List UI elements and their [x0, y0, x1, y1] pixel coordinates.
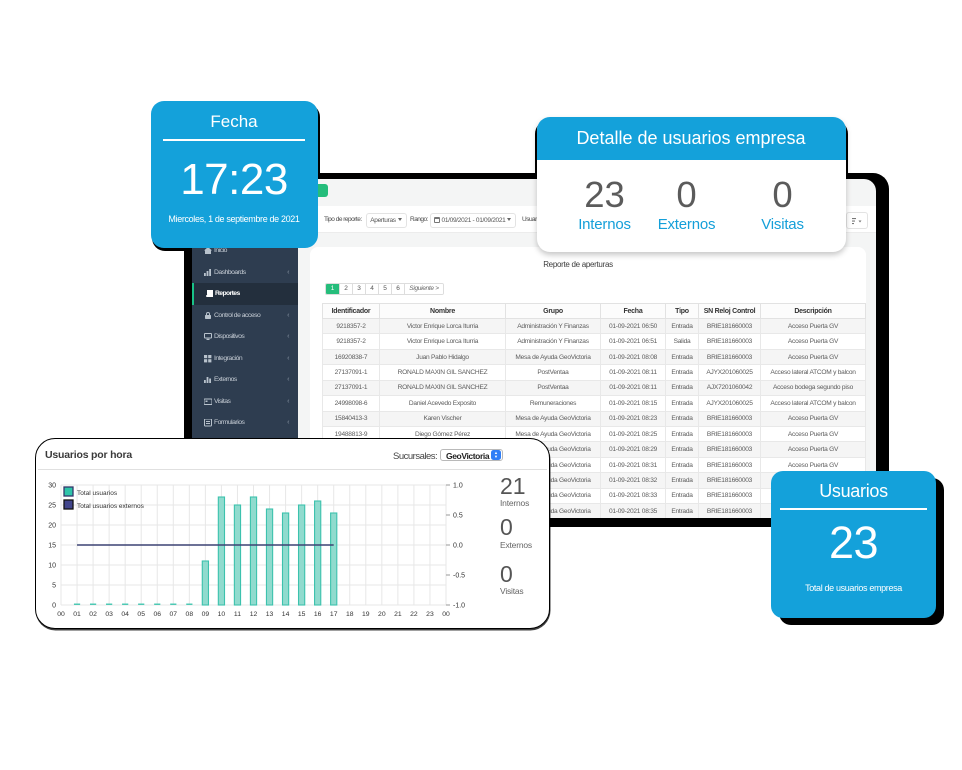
- svg-text:14: 14: [282, 611, 290, 618]
- svg-text:04: 04: [121, 611, 129, 618]
- svg-text:00: 00: [57, 611, 65, 618]
- svg-text:0.0: 0.0: [453, 542, 463, 549]
- svg-text:08: 08: [186, 611, 194, 618]
- svg-text:22: 22: [410, 611, 418, 618]
- svg-text:18: 18: [346, 611, 354, 618]
- svg-text:5: 5: [52, 582, 56, 589]
- svg-text:19: 19: [362, 611, 370, 618]
- svg-text:20: 20: [48, 522, 56, 529]
- svg-text:05: 05: [137, 611, 145, 618]
- svg-text:12: 12: [250, 611, 258, 618]
- svg-text:Total usuarios externos: Total usuarios externos: [77, 503, 145, 510]
- svg-text:23: 23: [426, 611, 434, 618]
- svg-text:0.5: 0.5: [453, 512, 463, 519]
- svg-text:-0.5: -0.5: [453, 572, 465, 579]
- svg-text:-1.0: -1.0: [453, 602, 465, 609]
- svg-text:10: 10: [48, 562, 56, 569]
- svg-text:21: 21: [394, 611, 402, 618]
- svg-text:13: 13: [266, 611, 274, 618]
- svg-text:30: 30: [48, 482, 56, 489]
- svg-text:09: 09: [202, 611, 210, 618]
- svg-text:00: 00: [442, 611, 450, 618]
- svg-text:20: 20: [378, 611, 386, 618]
- svg-text:1.0: 1.0: [453, 482, 463, 489]
- svg-text:06: 06: [153, 611, 161, 618]
- svg-text:25: 25: [48, 502, 56, 509]
- svg-text:07: 07: [170, 611, 178, 618]
- svg-text:10: 10: [218, 611, 226, 618]
- svg-text:15: 15: [48, 542, 56, 549]
- svg-text:11: 11: [234, 611, 241, 618]
- svg-text:15: 15: [298, 611, 306, 618]
- svg-text:02: 02: [89, 611, 97, 618]
- svg-text:Total usuarios: Total usuarios: [77, 490, 118, 497]
- svg-text:16: 16: [314, 611, 322, 618]
- svg-text:03: 03: [105, 611, 113, 618]
- svg-text:17: 17: [330, 611, 338, 618]
- svg-text:0: 0: [52, 602, 56, 609]
- svg-text:01: 01: [73, 611, 81, 618]
